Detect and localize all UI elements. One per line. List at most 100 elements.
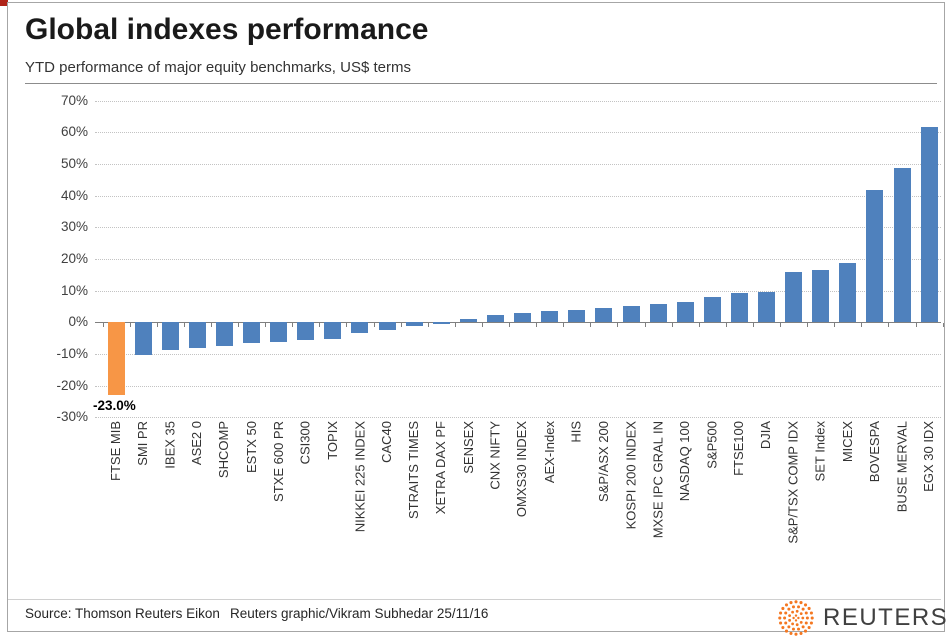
gridline xyxy=(95,100,941,102)
gridline xyxy=(95,195,941,197)
bar xyxy=(676,302,694,323)
bar xyxy=(514,312,531,323)
x-tick-label-text: SET Index xyxy=(812,421,828,482)
gridline xyxy=(95,290,941,292)
axis-tick xyxy=(807,322,809,327)
axis-tick xyxy=(238,322,239,327)
axis-tick xyxy=(427,322,429,327)
bar xyxy=(866,190,884,323)
y-tick-label: 0% xyxy=(68,314,88,330)
bar xyxy=(920,126,938,323)
bar xyxy=(893,167,911,323)
y-tick-label: 70% xyxy=(60,92,88,108)
axis-tick xyxy=(373,322,375,327)
axis-tick xyxy=(509,322,510,327)
bar xyxy=(324,322,342,340)
y-tick-label: 40% xyxy=(60,187,88,203)
x-axis-line xyxy=(95,322,941,324)
corner-mark xyxy=(0,0,8,6)
x-tick-label-text: XETRA DAX PF xyxy=(433,421,449,515)
bar xyxy=(785,272,803,323)
page-subtitle: YTD performance of major equity benchmar… xyxy=(25,59,411,76)
axis-tick xyxy=(400,322,402,327)
axis-tick xyxy=(265,322,267,327)
axis-tick xyxy=(915,322,917,327)
bar xyxy=(188,322,206,349)
bar xyxy=(351,322,369,333)
x-tick-label-text: MICEX xyxy=(839,421,855,463)
x-tick-label-text: S&P/TSX COMP IDX xyxy=(785,421,801,544)
axis-tick xyxy=(834,322,836,327)
x-tick-label-text: NASDAQ 100 xyxy=(677,421,693,502)
x-tick-label-text: S&P500 xyxy=(704,421,720,469)
x-tick-label-text: SMI PR xyxy=(135,421,151,466)
gridline xyxy=(95,258,941,260)
y-tick-label: 30% xyxy=(60,219,88,235)
bar xyxy=(622,305,640,323)
bar xyxy=(730,292,748,323)
bar xyxy=(703,297,721,323)
bar xyxy=(432,322,450,324)
bar xyxy=(839,262,857,323)
axis-tick xyxy=(292,322,294,327)
axis-tick xyxy=(617,322,619,327)
bar xyxy=(758,291,775,323)
x-tick-label-text: SHCOMP xyxy=(216,421,232,479)
axis-tick xyxy=(590,322,592,327)
bar xyxy=(459,319,477,323)
axis-tick xyxy=(725,322,727,327)
page-title: Global indexes performance xyxy=(25,13,429,46)
reuters-logo-icon xyxy=(778,600,814,636)
axis-tick xyxy=(129,322,131,327)
x-tick-label-text: S&P/ASX 200 xyxy=(595,421,611,502)
axis-tick xyxy=(563,322,565,327)
axis-tick xyxy=(156,322,158,327)
bar xyxy=(378,322,396,331)
footer-rule xyxy=(8,599,941,600)
bar-data-label: -23.0% xyxy=(93,398,136,414)
bar xyxy=(568,309,586,323)
x-tick-label-text: FTSE MIB xyxy=(108,421,123,481)
gridline xyxy=(95,132,941,134)
x-tick-label-text: MXSE IPC GRAL IN xyxy=(650,421,666,539)
y-tick-label: 20% xyxy=(60,250,88,266)
axis-tick xyxy=(644,322,646,327)
x-tick-label-text: HIS xyxy=(568,421,584,443)
axis-tick xyxy=(454,322,456,327)
bar xyxy=(134,322,152,355)
bar xyxy=(243,322,261,344)
y-tick-label: -30% xyxy=(56,409,88,425)
gridline xyxy=(95,385,941,387)
axis-tick xyxy=(752,322,754,327)
x-tick-label-text: TOPIX xyxy=(324,421,340,460)
axis-tick xyxy=(888,322,890,327)
gridline xyxy=(95,417,941,419)
y-tick-label: 10% xyxy=(60,282,88,298)
bar xyxy=(405,322,423,327)
x-tick-label-text: AEX-Index xyxy=(541,421,557,484)
axis-tick xyxy=(210,322,212,327)
y-tick-label: 60% xyxy=(60,124,88,140)
source-text: Source: Thomson Reuters Eikon xyxy=(25,606,220,621)
x-tick-label-text: CAC40 xyxy=(379,421,395,463)
bar xyxy=(595,308,613,323)
x-tick-label-text: CSI300 xyxy=(297,421,313,465)
bar xyxy=(541,310,559,323)
x-tick-label-text: ESTX 50 xyxy=(243,421,259,474)
x-tick-label-text: BUSE MERVAL xyxy=(894,421,909,513)
x-tick-label-text: BOVESPA xyxy=(866,421,882,483)
gridline xyxy=(95,353,941,355)
bar xyxy=(487,315,504,323)
x-tick-label-text: EGX 30 IDX xyxy=(921,421,937,492)
footer: Source: Thomson Reuters Eikon Reuters gr… xyxy=(25,606,488,621)
bar xyxy=(649,303,667,323)
x-tick-label-text: NIKKEI 225 INDEX xyxy=(351,421,367,533)
gridline xyxy=(95,164,941,165)
axis-tick xyxy=(183,322,185,327)
axis-tick xyxy=(671,322,673,327)
reuters-logo: REUTERS xyxy=(778,600,948,636)
x-tick-label-text: ASE2 0 xyxy=(189,421,205,466)
gridline xyxy=(95,227,941,229)
axis-tick xyxy=(780,322,781,327)
